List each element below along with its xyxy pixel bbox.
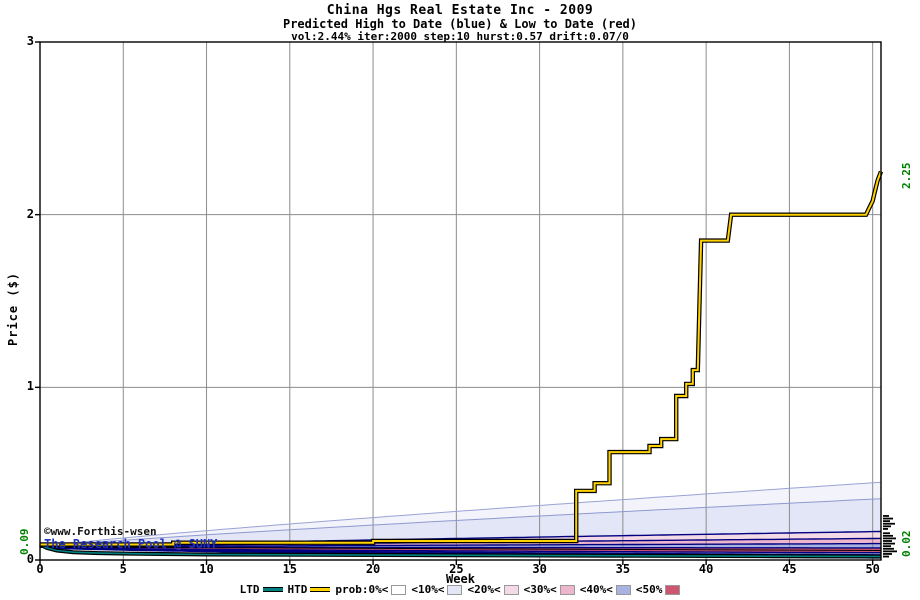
legend-item: <30%< <box>524 583 575 596</box>
x-tick-label: 5 <box>119 562 127 576</box>
x-tick-label: 35 <box>615 562 631 576</box>
watermark-line1: ©www.Forthis-wsen <box>44 525 157 538</box>
legend: LTD HTD prob:0%< <10%< <20%< <30%< <40%< <50% <box>0 583 920 596</box>
legend-label: <50% <box>635 583 663 596</box>
y-axis-label: Price ($) <box>6 271 20 346</box>
legend-label: <20%< <box>467 583 501 596</box>
legend-label: <10%< <box>411 583 445 596</box>
legend-swatch-box <box>447 584 463 595</box>
legend-item: <10%< <box>411 583 463 596</box>
legend-item: <40%< <box>580 583 631 596</box>
legend-item: HTD <box>288 583 331 596</box>
band-edge <box>39 498 882 548</box>
y-tick-label: 1 <box>26 379 34 394</box>
legend-swatch-box <box>665 584 681 595</box>
legend-label: <30%< <box>523 583 557 596</box>
y-tick-label: 2 <box>26 206 34 221</box>
band-edge <box>40 542 881 548</box>
x-tick-label: 10 <box>199 562 214 576</box>
legend-swatch-box <box>503 584 519 595</box>
legend-label: LTD <box>239 583 260 596</box>
band-edge <box>39 546 881 554</box>
x-axis-label: Week <box>446 572 475 586</box>
x-tick-label: 20 <box>365 562 381 576</box>
x-tick-label: 45 <box>782 562 797 576</box>
band-edge <box>39 546 881 556</box>
ltd-line <box>39 543 882 558</box>
chart-subtitle: Predicted High to Date (blue) & Low to D… <box>282 17 637 31</box>
x-tick-label: 0 <box>36 562 44 576</box>
legend-swatch-box <box>391 584 407 595</box>
legend-swatch-box <box>559 584 575 595</box>
plot-border <box>39 41 882 561</box>
watermark-line2: The Research Pool @ SUNY <box>44 537 218 551</box>
htd-line-outline <box>40 170 884 547</box>
legend-item: prob:0%< <box>335 583 407 596</box>
chart-title: China Hgs Real Estate Inc - 2009 <box>326 3 594 18</box>
legend-swatch-box <box>615 584 631 595</box>
legend-label: prob:0%< <box>335 583 389 596</box>
chart-params-line: vol:2.44% iter:2000 step:10 hurst:0.57 d… <box>291 30 629 43</box>
median-line <box>39 546 882 551</box>
legend-swatch-line <box>310 587 331 592</box>
legend-label: <40%< <box>579 583 613 596</box>
legend-item: <50% <box>636 583 681 596</box>
y-tick-label: 0 <box>26 552 34 566</box>
x-tick-label: 30 <box>532 562 547 576</box>
legend-label: HTD <box>287 583 308 596</box>
band-edge <box>39 481 882 548</box>
legend-swatch-line <box>262 587 283 592</box>
htd-line <box>40 171 882 546</box>
x-tick-label: 25 <box>449 562 464 576</box>
x-tick-label: 15 <box>282 562 298 576</box>
legend-item: <20%< <box>467 583 519 596</box>
ltd-final-price-label: 0.02 <box>900 530 913 558</box>
y-tick-label: 3 <box>26 34 34 48</box>
htd-final-price-label: 2.25 <box>900 162 913 190</box>
x-tick-label: 40 <box>698 562 714 576</box>
x-tick-label: 50 <box>865 562 880 576</box>
legend-item: LTD <box>240 583 283 596</box>
